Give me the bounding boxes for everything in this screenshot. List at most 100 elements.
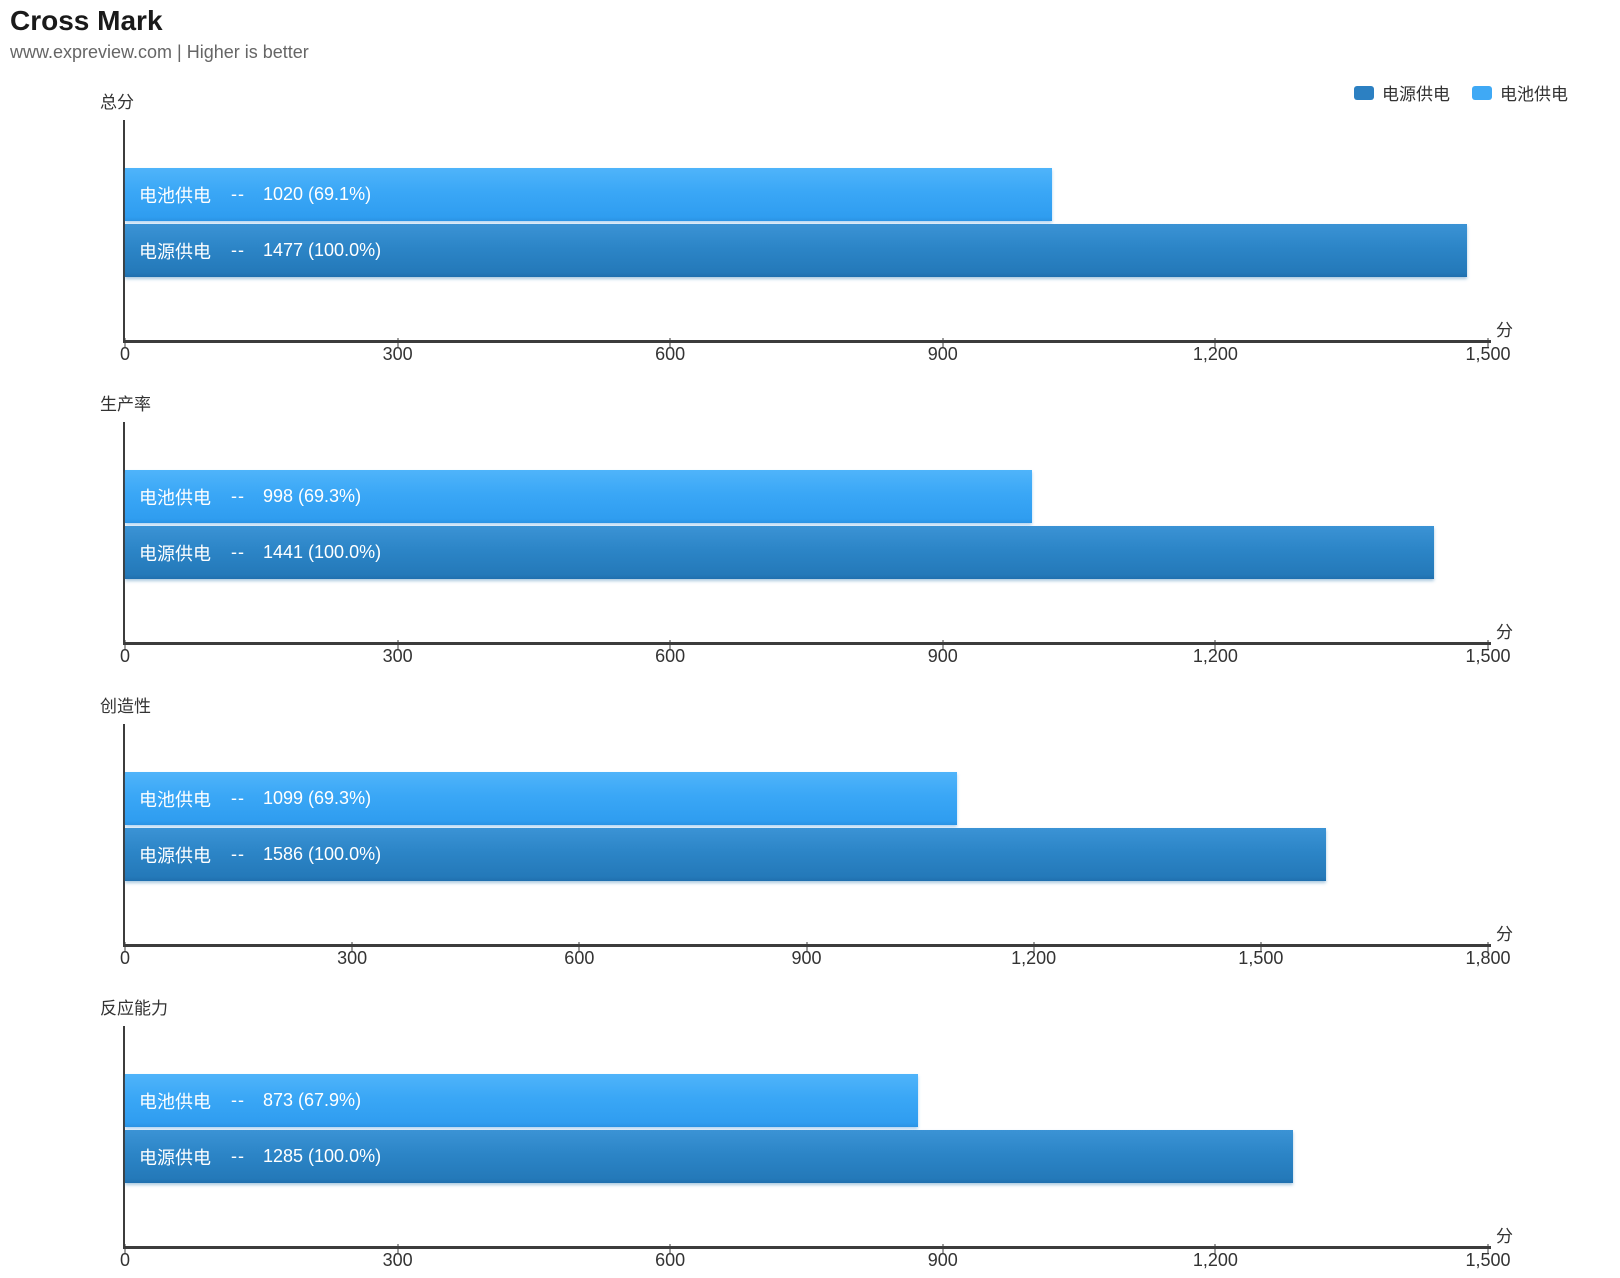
axis-unit-label: 分 <box>1496 623 1513 642</box>
tick-label: 300 <box>337 948 368 968</box>
tick-label: 0 <box>119 948 131 968</box>
tick-label: 1,200 <box>1192 646 1238 666</box>
bar-value-label: 873 (67.9%) <box>263 1090 362 1110</box>
chart-title: 创造性 <box>100 697 151 716</box>
x-axis-tick-mark <box>806 942 807 952</box>
bar-series-label: 电源供电 <box>139 1147 211 1168</box>
bar-battery-power[interactable]: 电池供电 -- 1099 (69.3%) <box>125 772 958 825</box>
legend-item-ac-power[interactable]: 电源供电 <box>1354 80 1450 105</box>
tick-label: 600 <box>655 344 686 364</box>
axis-unit-label: 分 <box>1496 1227 1513 1246</box>
chart-total-score: 总分 电池供电 -- 1020 (69.1%) 电源供电 -- 1477 (10… <box>0 84 1620 386</box>
x-axis-tick-mark <box>1487 338 1489 348</box>
bar-separator: -- <box>231 1146 245 1166</box>
bar-series-label: 电源供电 <box>139 845 211 866</box>
chart-title: 反应能力 <box>100 999 168 1018</box>
bar-series-label: 电池供电 <box>139 487 211 508</box>
bar-separator: -- <box>231 240 245 260</box>
bar-separator: -- <box>231 542 245 562</box>
x-axis-tick-mark <box>124 942 126 952</box>
x-axis-tick-labels: 0 300 600 900 1,200 1,500 <box>120 1250 1511 1272</box>
x-axis-tick-mark <box>397 1244 399 1254</box>
bar-separator: -- <box>231 184 245 204</box>
legend: 电源供电 电池供电 <box>1354 80 1568 105</box>
bar-value-label: 998 (69.3%) <box>263 486 362 506</box>
bar-ac-power[interactable]: 电源供电 -- 1477 (100.0%) <box>125 224 1468 277</box>
tick-label: 600 <box>655 646 686 666</box>
x-axis-tick-mark <box>669 640 671 650</box>
axis-unit-label: 分 <box>1496 321 1513 340</box>
tick-label: 300 <box>382 1250 413 1270</box>
x-axis-tick-mark <box>124 338 126 348</box>
plot-area: 电池供电 -- 998 (69.3%) 电源供电 -- 1441 (100.0%… <box>123 422 1491 650</box>
plot-area: 电池供电 -- 873 (67.9%) 电源供电 -- 1285 (100.0%… <box>123 1026 1491 1254</box>
bar-separator: -- <box>231 1090 245 1110</box>
x-axis-tick-mark <box>397 338 399 348</box>
legend-label-battery-power: 电池供电 <box>1500 85 1568 104</box>
x-axis-tick-mark <box>397 640 399 650</box>
bar-battery-power[interactable]: 电池供电 -- 998 (69.3%) <box>125 470 1032 523</box>
y-axis-line <box>123 1026 125 1249</box>
bar-separator: -- <box>231 486 245 506</box>
bar-value-label: 1099 (69.3%) <box>263 788 372 808</box>
tick-label: 1,500 <box>1465 1250 1511 1270</box>
x-axis-tick-mark <box>1487 942 1489 952</box>
tick-label: 1,500 <box>1465 646 1511 666</box>
tick-label: 900 <box>927 1250 958 1270</box>
x-axis-line <box>123 944 1491 947</box>
bar-series-label: 电池供电 <box>139 789 211 810</box>
x-axis-tick-labels: 0 300 600 900 1,200 1,500 <box>120 344 1511 366</box>
legend-swatch-battery-power <box>1472 85 1492 100</box>
bar-separator: -- <box>231 844 245 864</box>
tick-label: 600 <box>655 1250 686 1270</box>
legend-item-battery-power[interactable]: 电池供电 <box>1472 80 1568 105</box>
bar-battery-power[interactable]: 电池供电 -- 1020 (69.1%) <box>125 168 1052 221</box>
tick-label: 900 <box>927 344 958 364</box>
page-title: Cross Mark <box>10 5 163 36</box>
chart-title: 总分 <box>100 93 134 112</box>
y-axis-line <box>123 724 125 947</box>
x-axis-tick-mark <box>1487 1244 1489 1254</box>
x-axis-line <box>123 340 1491 343</box>
x-axis-tick-mark <box>1214 640 1216 650</box>
page-subtitle: www.expreview.com | Higher is better <box>10 42 309 62</box>
tick-label: 1,200 <box>1011 948 1057 968</box>
x-axis-tick-mark <box>124 1244 126 1254</box>
charts-container: 总分 电池供电 -- 1020 (69.1%) 电源供电 -- 1477 (10… <box>0 84 1620 1278</box>
legend-swatch-ac-power <box>1354 85 1374 100</box>
y-axis-line <box>123 120 125 343</box>
axis-unit-label: 分 <box>1496 925 1513 944</box>
x-axis-tick-mark <box>1033 942 1035 952</box>
x-axis-line <box>123 642 1491 645</box>
tick-label: 300 <box>382 646 413 666</box>
x-axis-tick-mark <box>1214 338 1216 348</box>
bar-series-label: 电池供电 <box>139 1091 211 1112</box>
tick-label: 0 <box>119 344 131 364</box>
bar-ac-power[interactable]: 电源供电 -- 1441 (100.0%) <box>125 526 1435 579</box>
tick-label: 900 <box>927 646 958 666</box>
tick-label: 0 <box>119 646 131 666</box>
bar-ac-power[interactable]: 电源供电 -- 1285 (100.0%) <box>125 1130 1293 1183</box>
x-axis-tick-mark <box>942 640 944 650</box>
tick-label: 0 <box>119 1250 131 1270</box>
tick-label: 1,500 <box>1465 344 1511 364</box>
x-axis-tick-mark <box>942 1244 944 1254</box>
bar-series-label: 电池供电 <box>139 185 211 206</box>
bar-ac-power[interactable]: 电源供电 -- 1586 (100.0%) <box>125 828 1326 881</box>
tick-label: 1,800 <box>1465 948 1511 968</box>
tick-label: 300 <box>382 344 413 364</box>
tick-label: 600 <box>564 948 595 968</box>
bar-series-label: 电源供电 <box>139 241 211 262</box>
x-axis-tick-mark <box>669 338 671 348</box>
bar-value-label: 1020 (69.1%) <box>263 184 372 204</box>
legend-label-ac-power: 电源供电 <box>1382 85 1450 104</box>
x-axis-tick-mark <box>351 942 353 952</box>
x-axis-tick-mark <box>1487 640 1489 650</box>
y-axis-line <box>123 422 125 645</box>
x-axis-tick-labels: 0 300 600 900 1,200 1,500 1,800 <box>120 948 1511 970</box>
bar-series-label: 电源供电 <box>139 543 211 564</box>
chart-responsiveness: 反应能力 电池供电 -- 873 (67.9%) 电源供电 -- 1285 (1… <box>0 990 1620 1278</box>
tick-label: 1,200 <box>1192 1250 1238 1270</box>
x-axis-tick-mark <box>1214 1244 1216 1254</box>
bar-battery-power[interactable]: 电池供电 -- 873 (67.9%) <box>125 1074 919 1127</box>
